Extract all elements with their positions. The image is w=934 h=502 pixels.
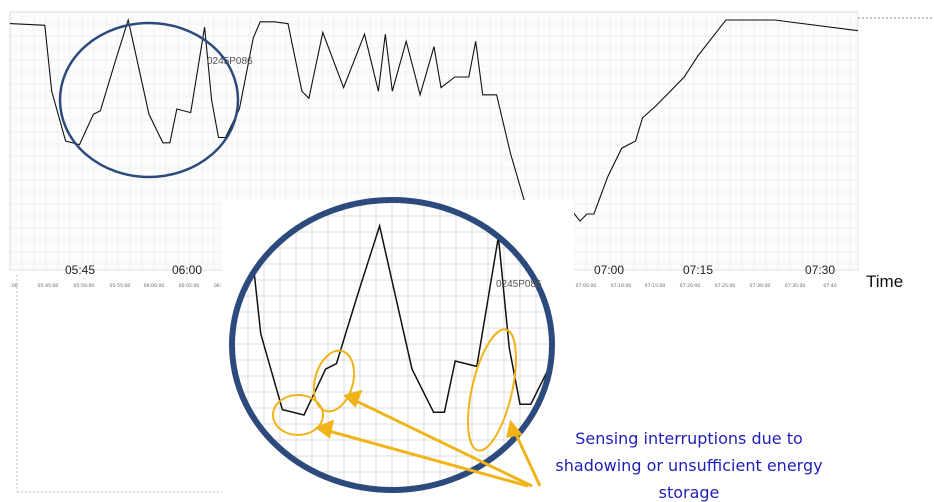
minor-tick-label: 07:15:00 [645, 283, 666, 289]
arrowhead-2 [343, 389, 363, 408]
arrowhead-3 [506, 419, 523, 438]
annotation-caption: Sensing interruptions due to shadowing o… [555, 429, 822, 502]
arrowhead-1 [314, 419, 335, 439]
caption-line-2: shadowing or unsufficient energy [555, 456, 822, 475]
highlight-circle-main [58, 21, 240, 179]
major-tick-label: 06:00 [172, 263, 202, 277]
zoom-inset: 0245P086 [222, 197, 574, 495]
major-tick-labels: 05:45 06:00 07:00 07:15 07:30 [65, 263, 835, 277]
inset-series-label: 0245P086 [496, 279, 542, 290]
minor-tick-label: 07:30:00 [750, 283, 771, 289]
caption-line-1: Sensing interruptions due to [575, 429, 803, 448]
inset-series-line [249, 223, 552, 416]
minor-tick-label: 05:50:00 [74, 283, 95, 289]
minor-tick-label: 06:1 [214, 283, 224, 289]
minor-tick-label: 07:05:00 [576, 283, 597, 289]
minor-tick-label: 07:35:00 [785, 283, 806, 289]
series-label: 0245P086 [207, 56, 253, 67]
interruption-markers [272, 328, 517, 452]
inset-circle [229, 197, 555, 493]
minor-tick-label: 06:00:00 [144, 283, 165, 289]
annotation-arrows [314, 389, 542, 488]
minor-tick-label: :00 [10, 283, 17, 289]
minor-tick-label: 07:10:00 [611, 283, 632, 289]
major-tick-label: 07:00 [594, 263, 624, 277]
minor-tick-label: 07:40 [823, 283, 836, 289]
arrow-3 [512, 429, 542, 487]
major-tick-label: 07:30 [805, 263, 835, 277]
interruption-ellipse-2 [312, 349, 356, 413]
interruption-ellipse-1 [272, 394, 324, 436]
minor-tick-label: 07:20:00 [680, 283, 701, 289]
arrow-2 [351, 397, 533, 488]
x-axis-label: Time [866, 272, 903, 291]
minor-tick-label: 05:45:00 [38, 283, 59, 289]
minor-tick-label: 06:05:00 [179, 283, 200, 289]
minor-tick-label: 07:25:00 [715, 283, 736, 289]
caption-line-3: storage [659, 483, 720, 502]
interruption-ellipse-3 [467, 328, 517, 452]
major-tick-label: 05:45 [65, 263, 95, 277]
arrow-1 [324, 428, 529, 488]
minor-tick-label: 05:55:00 [110, 283, 131, 289]
major-tick-label: 07:15 [683, 263, 713, 277]
series-line [9, 17, 859, 241]
